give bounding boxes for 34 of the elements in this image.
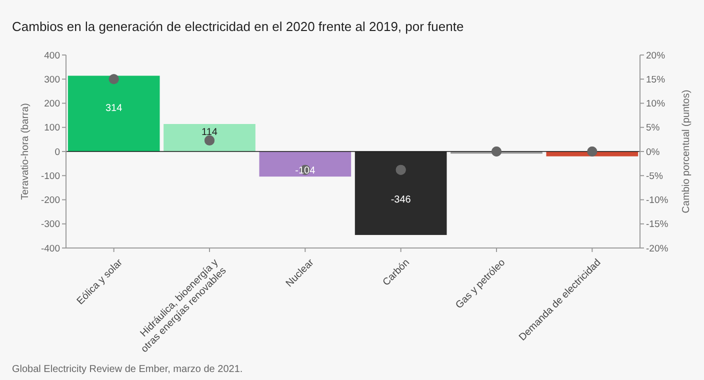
y-tick-label: 300 <box>44 74 60 86</box>
y-tick-label: -400 <box>40 243 60 254</box>
y-tick-label: -100 <box>40 170 60 182</box>
y2-tick-label: 10% <box>646 98 666 110</box>
point <box>587 146 598 156</box>
y-axis-title: Teravatio-hora (barra) <box>20 103 31 200</box>
y2-axis-title: Cambio porcentual (puntos) <box>681 90 692 214</box>
y2-tick-label: -15% <box>646 219 669 230</box>
text: Global Electricity Review de Ember, marzo de 2021. <box>12 364 243 375</box>
data-label: 114 <box>202 127 218 138</box>
y-tick-label: -300 <box>40 219 60 230</box>
y-tick-label: 400 <box>44 50 60 62</box>
data-label: 314 <box>105 103 123 114</box>
bar <box>164 124 256 152</box>
y-tick-label: 100 <box>44 122 60 134</box>
bar <box>68 76 160 152</box>
chart-title: Cambios en la generación de electricidad en el 2020 frente al 2019, por fuente <box>12 19 464 34</box>
y2-tick-label: -10% <box>646 195 669 206</box>
y-tick-label: 0 <box>54 146 60 158</box>
point <box>108 74 119 84</box>
y-tick-label: -200 <box>40 195 60 206</box>
y2-tick-label: -5% <box>646 170 664 182</box>
y2-tick-label: 5% <box>646 122 660 134</box>
point <box>204 135 214 146</box>
y2-tick-label: 20% <box>646 50 666 62</box>
bar <box>354 152 447 235</box>
y2-tick-label: 15% <box>646 74 666 86</box>
bar <box>259 152 352 177</box>
point <box>396 164 406 175</box>
data-label: -346 <box>390 194 412 206</box>
y-tick-label: 200 <box>44 98 60 110</box>
y2-tick-label: 0% <box>646 146 660 158</box>
point <box>492 146 502 156</box>
y2-tick-label: -20% <box>646 243 669 254</box>
